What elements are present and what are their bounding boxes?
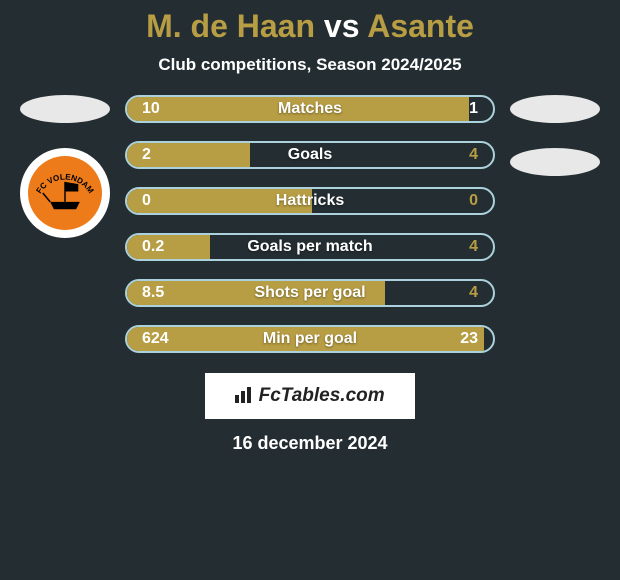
footer-date: 16 december 2024 (0, 433, 620, 454)
stat-value-left: 2 (142, 146, 151, 164)
stat-value-left: 624 (142, 330, 169, 348)
stat-label: Hattricks (276, 192, 344, 210)
stat-value-right: 4 (469, 284, 478, 302)
stat-value-right: 4 (469, 146, 478, 164)
stats-column: 10 Matches 1 2 Goals 4 0 Hattricks 0 0.2 Goals per… (120, 95, 500, 353)
club-badge-inner: FC VOLENDAM (28, 156, 102, 230)
player1-name: M. de Haan (146, 8, 315, 44)
player1-club-badge: FC VOLENDAM (20, 148, 110, 238)
left-side-column: FC VOLENDAM (10, 95, 120, 353)
main-area: FC VOLENDAM 10Matches12Goals40Hattricks0… (0, 95, 620, 353)
stat-value-left: 0 (142, 192, 151, 210)
stat-value-left: 10 (142, 100, 160, 118)
stat-value-right: 1 (469, 100, 478, 118)
comparison-title: M. de Haan vs Asante (0, 8, 620, 45)
brand-text: FcTables.com (259, 385, 385, 406)
player2-name: Asante (367, 8, 474, 44)
player2-club-placeholder (510, 148, 600, 176)
stat-value-left: 0.2 (142, 238, 164, 256)
stat-row: 10 Matches 1 (125, 95, 495, 123)
stat-label: Goals per match (247, 238, 372, 256)
stat-fill-left (125, 233, 210, 261)
stat-value-right: 4 (469, 238, 478, 256)
stat-row: 0.2 Goals per match 4 (125, 233, 495, 261)
stat-value-right: 23 (460, 330, 478, 348)
vs-text: vs (324, 8, 360, 44)
stat-label: Min per goal (263, 330, 357, 348)
subtitle: Club competitions, Season 2024/2025 (0, 55, 620, 75)
bars-icon (235, 387, 253, 403)
stat-row: 0 Hattricks 0 (125, 187, 495, 215)
player2-photo-placeholder (510, 95, 600, 123)
player1-photo-placeholder (20, 95, 110, 123)
stat-row: 624 Min per goal 23 (125, 325, 495, 353)
stat-row: 2 Goals 4 (125, 141, 495, 169)
stat-label: Matches (278, 100, 342, 118)
footer: FcTables.com 16 december 2024 (0, 373, 620, 454)
right-side-column (500, 95, 610, 353)
brand-box: FcTables.com (205, 373, 414, 419)
stat-label: Shots per goal (254, 284, 365, 302)
comparison-infographic: M. de Haan vs Asante Club competitions, … (0, 0, 620, 580)
stat-value-right: 0 (469, 192, 478, 210)
stat-value-left: 8.5 (142, 284, 164, 302)
stat-label: Goals (288, 146, 332, 164)
volendam-badge-svg: FC VOLENDAM (28, 156, 102, 230)
stat-row: 8.5 Shots per goal 4 (125, 279, 495, 307)
